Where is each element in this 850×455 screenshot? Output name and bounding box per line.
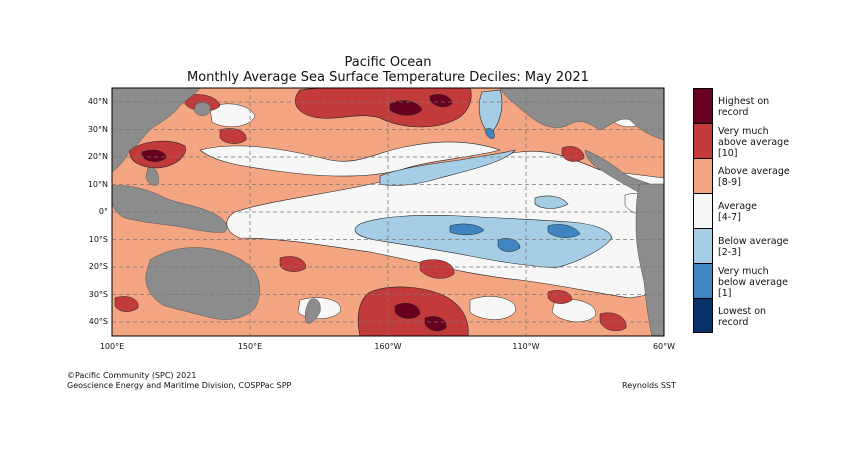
colorbar-swatch-very-below [693,263,713,298]
below-average-ne2 [534,195,569,209]
legend-label-line: [2-3] [718,247,741,258]
average-north-band [199,141,502,177]
legend-label-line: above average [718,137,790,148]
legend-label-lowest: Lowest on record [718,306,766,328]
land-maritime-se-asia [112,185,228,233]
division-text: Geoscience Energy and Maritime Division,… [67,381,292,390]
legend-label-line: Very much [718,126,769,137]
lat-label: 20°N [87,152,108,161]
map-frame [111,87,665,337]
land [112,88,664,336]
colorbar-swatch-highest [693,88,713,123]
record-high-patch [141,149,167,162]
lon-label: 60°W [652,342,676,351]
legend-label-line: [4-7] [718,212,741,223]
legend-label-line: Below average [718,236,789,247]
colorbar-swatch-lowest [693,298,713,333]
colorbar-swatch-average [693,193,713,228]
land-australia [145,247,260,320]
very-below-average-patch [497,238,521,252]
lat-label: 20°S [88,262,108,271]
record-high-patch [394,303,421,319]
lon-label: 110°W [512,342,540,351]
very-above-average-patch [279,256,307,272]
legend-label-below: Below average [2-3] [718,236,789,258]
record-high-patch [389,100,423,116]
land-japan [193,102,211,116]
average-patch [209,103,256,128]
legend-label-line: [8-9] [718,177,741,188]
lon-label: 160°W [374,342,402,351]
record-high-patch [424,316,447,332]
below-average-north [379,149,516,186]
lat-label: 30°N [87,124,108,134]
very-above-average-patch [547,290,573,304]
legend-label-very-below: Very much below average [1] [718,266,788,299]
legend-label-highest: Highest on record [718,96,769,118]
lat-label: 10°S [88,234,108,244]
very-above-average-patch [599,312,627,332]
map-title: Pacific Ocean [344,55,432,70]
legend-label-line: [10] [718,148,738,159]
land-philippines [145,167,159,186]
lat-label: 10°N [87,179,108,189]
colorbar-swatch-below [693,228,713,263]
very-above-average-patch [419,259,455,279]
land-asia [112,88,201,173]
lat-label: 40°S [88,317,108,326]
very-below-average-patch [547,224,581,238]
lat-label: 30°S [88,289,108,299]
very-above-average-patch [114,296,139,312]
land-north-america [499,88,664,141]
lon-label: 150°E [237,342,263,351]
very-below-average-patch [449,223,485,235]
legend-label-line: Very much [718,266,769,277]
legend-label-line: record [718,317,749,328]
copyright-text: ©Pacific Community (SPC) 2021 [67,371,197,380]
legend-label-average: Average [4-7] [718,201,757,223]
lon-label: 100°E [99,342,125,351]
very-above-average-north [294,88,472,128]
very-below-average-patch [484,128,495,139]
legend-label-line: Highest on [718,96,770,107]
colorbar-swatch-above [693,158,713,193]
data-source-text: Reynolds SST [622,381,676,390]
legend-label-line: [1] [718,288,732,299]
land-new-zealand [304,298,321,324]
land-south-america [635,183,664,336]
legend-label-line: Lowest on [718,306,767,317]
legend-label-above: Above average [8-9] [718,166,790,188]
legend-label-very-above: Very much above average [10] [718,126,789,159]
lat-label: 0° [98,207,108,216]
record-high-patch [429,94,453,108]
average-patch [469,296,516,320]
legend-label-line: below average [718,277,789,288]
legend-label-line: Average [718,201,758,212]
legend-label-line: Above average [718,166,790,177]
lat-lon-grid [112,88,664,336]
average-patch [551,298,596,323]
map-subtitle: Monthly Average Sea Surface Temperature … [187,70,589,85]
legend-label-line: record [718,107,749,118]
very-above-average-patch [561,146,585,162]
colorbar-swatch-very-above [693,123,713,158]
lat-label: 40°N [87,97,108,106]
very-above-average-patch [219,128,247,144]
